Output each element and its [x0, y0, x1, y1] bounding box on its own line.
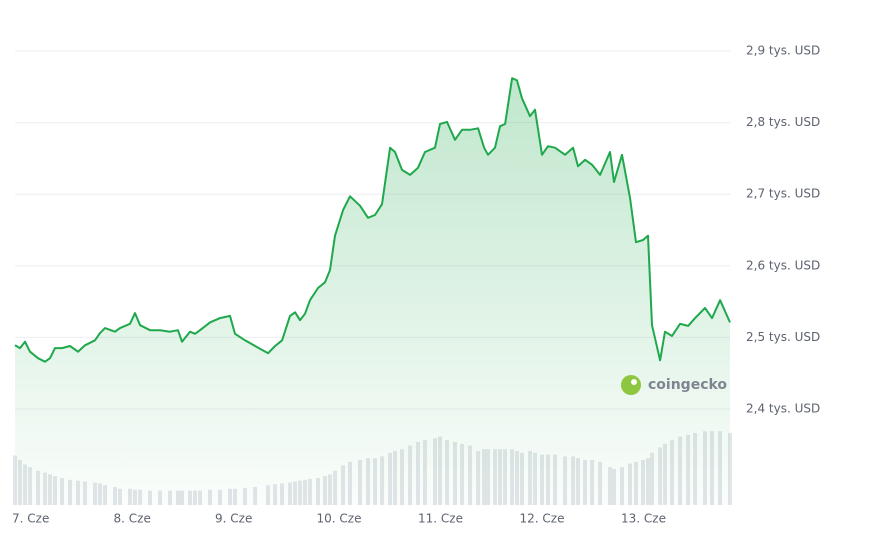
x-tick-label: 7. Cze [12, 512, 49, 526]
y-tick-label: 2,6 tys. USD [746, 258, 820, 272]
price-line [14, 77, 731, 363]
x-tick-label: 13. Cze [621, 512, 666, 526]
watermark: coingecko [621, 375, 727, 395]
watermark-text: coingecko [648, 377, 727, 393]
x-tick-label: 12. Cze [520, 512, 565, 526]
x-tick-label: 11. Cze [418, 512, 463, 526]
x-tick-label: 10. Cze [317, 512, 362, 526]
watermark-logo [621, 375, 641, 395]
x-tick-label: 9. Cze [215, 512, 252, 526]
y-tick-label: 2,9 tys. USD [746, 44, 820, 58]
watermark-logo-eye [631, 379, 637, 385]
y-tick-label: 2,5 tys. USD [746, 330, 820, 344]
y-tick-label: 2,8 tys. USD [746, 115, 820, 129]
plot-layer [14, 77, 731, 505]
x-tick-label: 8. Cze [114, 512, 151, 526]
y-tick-label: 2,4 tys. USD [746, 402, 820, 416]
label-layer: 2,4 tys. USD 2,5 tys. USD 2,6 tys. USD 2,7 … [12, 44, 820, 526]
y-tick-label: 2,7 tys. USD [746, 187, 820, 201]
price-area [15, 78, 730, 505]
